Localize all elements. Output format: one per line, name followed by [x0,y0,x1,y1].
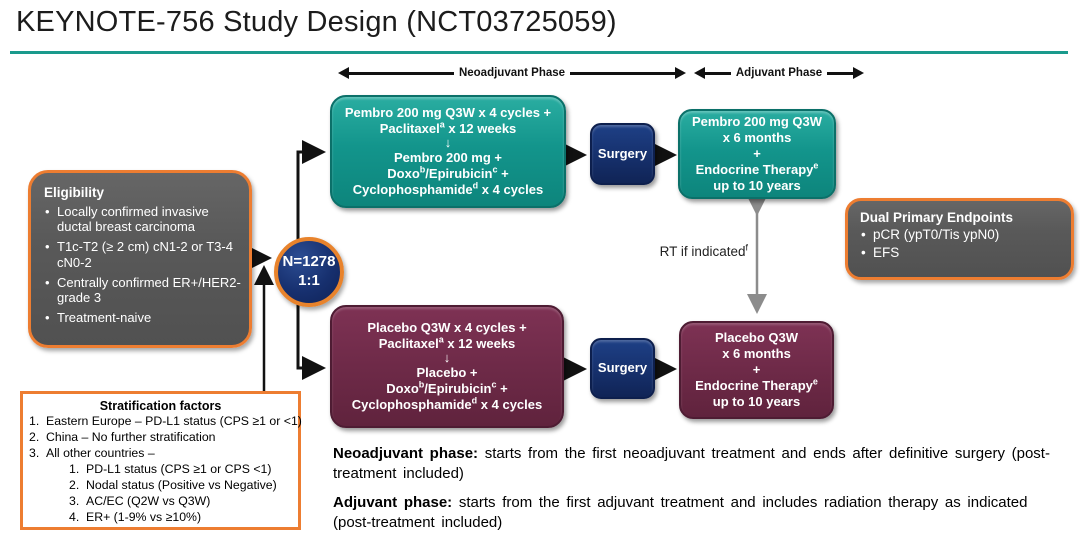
eligibility-item: Locally confirmed invasive ductal breast… [44,204,241,234]
arm-pembro-adjuvant-box: Pembro 200 mg Q3W x 6 months + Endocrine… [678,109,836,199]
adjuvant-phase-arrow: Adjuvant Phase [694,66,864,80]
phase-definitions: Neoadjuvant phase: starts from the first… [333,444,1075,540]
adjuvant-phase-definition: Adjuvant phase: starts from the first ad… [333,493,1028,531]
plus-glyph: + [752,361,761,377]
stratification-subitem: 2. Nodal status (Positive vs Negative) [69,477,277,492]
arm-text-line: Endocrine Therapye [695,160,819,178]
arrow-right-icon [853,67,864,79]
dual-primary-endpoints-box: Dual Primary Endpoints pCR (ypT0/Tis ypN… [845,198,1074,280]
arm-text-line: Placebo + [416,364,478,380]
footnote-sup: e [812,376,818,387]
arrow-right-icon [675,67,686,79]
arm-text-line: Cyclophosphamided x 4 cycles [352,180,544,197]
stratification-factors-box: Stratification factors 1. Eastern Europe … [20,391,302,530]
footnote-sup: d [471,395,478,406]
arrow-line [705,71,731,75]
endpoint-item: EFS [860,244,1061,262]
rt-if-indicated-note: RT if indicatedf [659,242,748,259]
randomization-circle: N=1278 1:1 [274,237,344,307]
eligibility-item: Treatment-naive [44,310,241,325]
arm-text-line: Doxob/Epirubicinc + [386,379,508,396]
footnote-sup: a [439,119,445,130]
footnote-sup: c [492,164,498,175]
arm-text-line: Placebo Q3W x 4 cycles + [367,320,527,336]
arm-text-line: Placebo Q3W [714,329,799,345]
footnote-sup: c [491,379,497,390]
arm-text-line: Paclitaxela x 12 weeks [378,334,516,352]
footnote-sup: b [419,164,426,175]
arrow-branch-to-placebo-arm [296,303,326,380]
randomization-ratio: 1:1 [298,272,320,289]
arrow-left-icon [694,67,705,79]
footnote-sup: b [418,379,425,390]
footnote-sup: a [438,334,444,345]
footnote-sup: f [745,242,748,253]
arm-text-line: x 6 months [722,129,792,145]
surgery-box-top: Surgery [590,123,655,185]
arm-text-line: Doxob/Epirubicinc + [387,164,509,181]
arm-pembro-neoadjuvant-box: Pembro 200 mg Q3W x 4 cycles + Paclitaxe… [330,95,566,208]
arm-text-line: up to 10 years [712,394,801,410]
arm-text-line: Pembro 200 mg Q3W [691,113,823,129]
randomization-n: N=1278 [282,253,336,271]
title-underline [10,51,1068,54]
eligibility-item: T1c-T2 (≥ 2 cm) cN1-2 or T3-4 cN0-2 [44,239,241,269]
surgery-label: Surgery [597,145,648,161]
endpoint-item: pCR (ypT0/Tis ypN0) [860,226,1061,244]
arrow-branch-to-pembro-arm [296,140,326,242]
surgery-box-bottom: Surgery [590,338,655,399]
arm-placebo-neoadjuvant-box: Placebo Q3W x 4 cycles + Paclitaxela x 1… [330,305,564,428]
footnote-sup: e [813,160,819,171]
adjuvant-phase-label: Adjuvant Phase [735,67,823,79]
eligibility-title: Eligibility [44,185,105,200]
arrow-line [570,71,675,75]
page-title: KEYNOTE-756 Study Design (NCT03725059) [16,6,617,38]
stratification-subitem: 3. AC/EC (Q2W vs Q3W) [69,493,211,508]
arm-text-line: x 6 months [722,345,791,361]
arrow-line [349,71,454,75]
arm-text-line: Pembro 200 mg + [393,149,503,165]
arm-text-line: Paclitaxela x 12 weeks [379,119,517,137]
arrow-left-icon [338,67,349,79]
arm-placebo-adjuvant-box: Placebo Q3W x 6 months + Endocrine Thera… [679,321,834,419]
stratification-item: 2. China – No further stratification [29,429,216,444]
stratification-title: Stratification factors [99,399,222,413]
arm-text-line: Pembro 200 mg Q3W x 4 cycles + [344,105,552,121]
down-arrow-glyph: ↓ [443,350,451,366]
eligibility-box: Eligibility Locally confirmed invasive d… [28,170,252,348]
arm-text-line: up to 10 years [713,178,801,194]
surgery-label: Surgery [597,360,648,376]
eligibility-item: Centrally confirmed ER+/HER2- grade 3 [44,275,241,305]
arrow-line [827,71,853,75]
stratification-item: 3. All other countries – [29,445,155,460]
neoadjuvant-phase-definition: Neoadjuvant phase: starts from the first… [333,445,1050,482]
arm-text-line: Cyclophosphamided x 4 cycles [351,395,543,412]
stratification-subitem: 4. ER+ (1-9% vs ≥10%) [69,509,202,524]
footnote-sup: d [472,180,479,191]
neoadjuvant-phase-arrow: Neoadjuvant Phase [338,66,686,80]
plus-glyph: + [753,145,761,161]
down-arrow-glyph: ↓ [444,135,452,151]
arm-text-line: Endocrine Therapye [695,376,818,394]
neoadjuvant-phase-label: Neoadjuvant Phase [458,67,566,79]
stratification-item: 1. Eastern Europe – PD-L1 status (CPS ≥1 … [29,414,302,428]
endpoints-title: Dual Primary Endpoints [860,210,1014,225]
stratification-subitem: 1. PD-L1 status (CPS ≥1 or CPS <1) [69,461,272,476]
